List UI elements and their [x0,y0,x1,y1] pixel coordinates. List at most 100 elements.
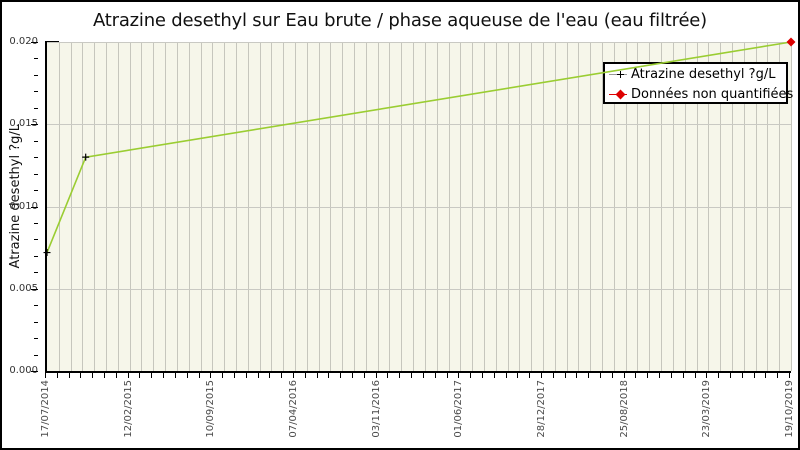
legend-item-label: Données non quantifiées [631,87,794,102]
x-tick-mark [92,371,94,378]
x-tick-mark [80,371,82,378]
x-tick-mark [446,371,448,378]
x-tick-mark [694,371,696,378]
x-tick-mark [564,371,566,378]
x-tick-mark [576,371,578,378]
y-minor-tick-mark [34,173,38,175]
y-tick-label: 0.015 [9,118,38,130]
horizontal-gridline [47,288,791,290]
legend-box: Atrazine desethyl ?g/L Données non quant… [603,62,793,104]
x-tick-mark [493,371,495,378]
data-point-plus-marker [43,249,51,257]
horizontal-gridline [47,42,791,43]
y-minor-tick-mark [34,74,38,76]
x-tick-mark [729,371,731,378]
x-tick-mark [623,371,625,378]
x-tick-mark [387,371,389,378]
y-minor-tick-mark [34,321,38,323]
x-tick-mark [174,371,176,378]
x-tick-mark [328,371,330,378]
x-tick-mark [481,371,483,378]
x-tick-mark [505,371,507,378]
x-tick-mark [635,371,637,378]
x-tick-mark [682,371,684,378]
horizontal-gridline [47,124,791,126]
x-tick-label: 23/03/2019 [701,380,713,438]
x-tick-label: 01/06/2017 [453,380,465,438]
y-major-tick-mark [31,371,38,372]
x-tick-mark [753,371,755,378]
x-tick-mark [45,371,46,378]
y-minor-tick-mark [34,157,38,159]
x-tick-mark [304,371,306,378]
y-major-tick-mark [31,288,38,290]
y-minor-tick-mark [34,190,38,192]
x-tick-mark [647,371,649,378]
y-tick-label: 0.005 [9,282,38,294]
x-tick-mark [363,371,365,378]
x-tick-mark [316,371,318,378]
x-tick-label: 25/08/2018 [618,380,630,438]
y-tick-label: 0.020 [9,36,38,47]
x-tick-label: 07/04/2016 [288,380,299,438]
x-tick-mark [269,371,271,378]
y-tick-label: 0.000 [9,365,38,376]
x-tick-mark [458,371,460,378]
x-tick-mark [588,371,590,378]
horizontal-gridline [47,206,791,208]
y-minor-tick-mark [34,255,38,257]
y-minor-tick-mark [34,91,38,93]
y-minor-tick-mark [34,222,38,224]
y-major-tick-mark [31,206,38,208]
y-minor-tick-mark [34,354,38,356]
x-tick-mark [600,371,602,378]
x-tick-mark [352,371,354,378]
x-tick-label: 12/02/2015 [122,380,134,438]
x-tick-mark [706,371,708,378]
x-tick-mark [139,371,141,378]
x-tick-mark [399,371,401,378]
x-tick-mark [340,371,342,378]
x-tick-mark [718,371,720,378]
x-tick-mark [789,371,790,378]
vertical-gridline [791,42,792,371]
black-plus-marker-icon [605,68,631,82]
x-tick-mark [659,371,661,378]
legend-item-unquantified: Données non quantifiées [605,85,793,104]
x-tick-mark [293,371,294,378]
x-tick-mark [68,371,70,378]
y-minor-tick-mark [34,305,38,307]
x-tick-mark [741,371,743,378]
x-tick-mark [765,371,767,378]
y-major-tick-mark [31,42,38,43]
x-tick-label: 10/09/2015 [205,380,217,438]
y-minor-tick-mark [34,239,38,241]
y-minor-tick-mark [34,107,38,109]
legend-item-label: Atrazine desethyl ?g/L [631,67,776,82]
x-tick-mark [434,371,436,378]
y-major-tick-mark [31,124,38,126]
x-tick-mark [422,371,424,378]
x-tick-mark [198,371,200,378]
legend-item-series: Atrazine desethyl ?g/L [605,65,786,84]
x-tick-mark [281,371,283,378]
x-tick-mark [233,371,235,378]
x-tick-mark [257,371,259,378]
x-tick-label: 03/11/2016 [370,380,382,438]
x-tick-mark [670,371,672,378]
x-tick-mark [210,371,212,378]
x-tick-mark [552,371,554,378]
x-tick-mark [470,371,472,378]
y-minor-tick-mark [34,58,38,60]
x-tick-mark [104,371,106,378]
x-tick-mark [245,371,247,378]
x-tick-label: 19/10/2019 [784,380,795,438]
x-tick-label: 28/12/2017 [536,380,547,438]
x-tick-mark [541,371,542,378]
chart-title: Atrazine desethyl sur Eau brute / phase … [92,10,708,31]
x-tick-mark [611,371,613,378]
x-tick-mark [186,371,188,378]
y-minor-tick-mark [34,140,38,142]
y-minor-tick-mark [34,272,38,274]
